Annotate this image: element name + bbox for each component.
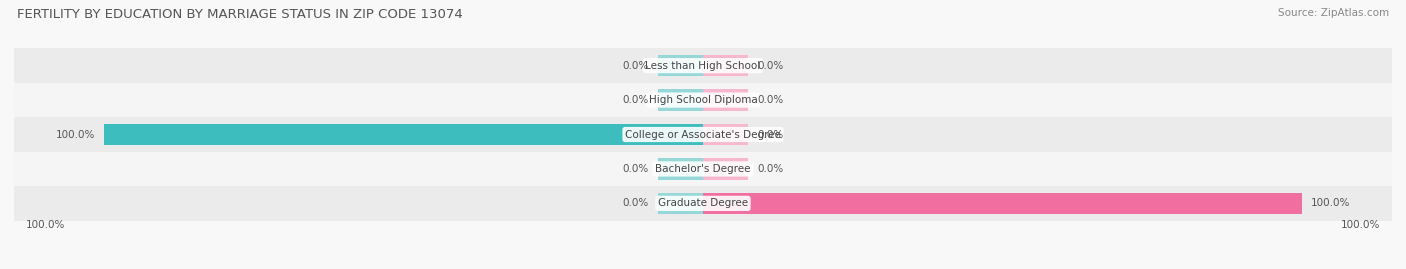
Bar [658, 89, 703, 111]
Text: 0.0%: 0.0% [756, 95, 783, 105]
Bar [0, 152, 1406, 186]
Bar [703, 158, 748, 180]
Text: 0.0%: 0.0% [756, 129, 783, 140]
Bar [703, 89, 748, 111]
Bar [0, 117, 1406, 152]
Text: 0.0%: 0.0% [623, 164, 650, 174]
Text: Source: ZipAtlas.com: Source: ZipAtlas.com [1278, 8, 1389, 18]
Bar [658, 193, 703, 214]
Text: 0.0%: 0.0% [756, 164, 783, 174]
Text: 0.0%: 0.0% [623, 198, 650, 208]
Text: 100.0%: 100.0% [1340, 220, 1379, 230]
Bar [703, 193, 1302, 214]
Text: 100.0%: 100.0% [56, 129, 96, 140]
Text: College or Associate's Degree: College or Associate's Degree [626, 129, 780, 140]
Bar [0, 186, 1406, 221]
Bar [104, 124, 703, 145]
Bar [0, 83, 1406, 117]
Text: Graduate Degree: Graduate Degree [658, 198, 748, 208]
Text: 0.0%: 0.0% [623, 95, 650, 105]
Text: 0.0%: 0.0% [756, 61, 783, 71]
Legend: Married, Unmarried: Married, Unmarried [616, 264, 790, 269]
Text: 0.0%: 0.0% [623, 61, 650, 71]
Bar [703, 124, 748, 145]
Bar [0, 48, 1406, 83]
Text: 100.0%: 100.0% [1310, 198, 1350, 208]
Text: Less than High School: Less than High School [645, 61, 761, 71]
Text: High School Diploma: High School Diploma [648, 95, 758, 105]
Bar [703, 55, 748, 76]
Text: FERTILITY BY EDUCATION BY MARRIAGE STATUS IN ZIP CODE 13074: FERTILITY BY EDUCATION BY MARRIAGE STATU… [17, 8, 463, 21]
Text: 100.0%: 100.0% [27, 220, 66, 230]
Text: Bachelor's Degree: Bachelor's Degree [655, 164, 751, 174]
Bar [658, 55, 703, 76]
Bar [658, 158, 703, 180]
